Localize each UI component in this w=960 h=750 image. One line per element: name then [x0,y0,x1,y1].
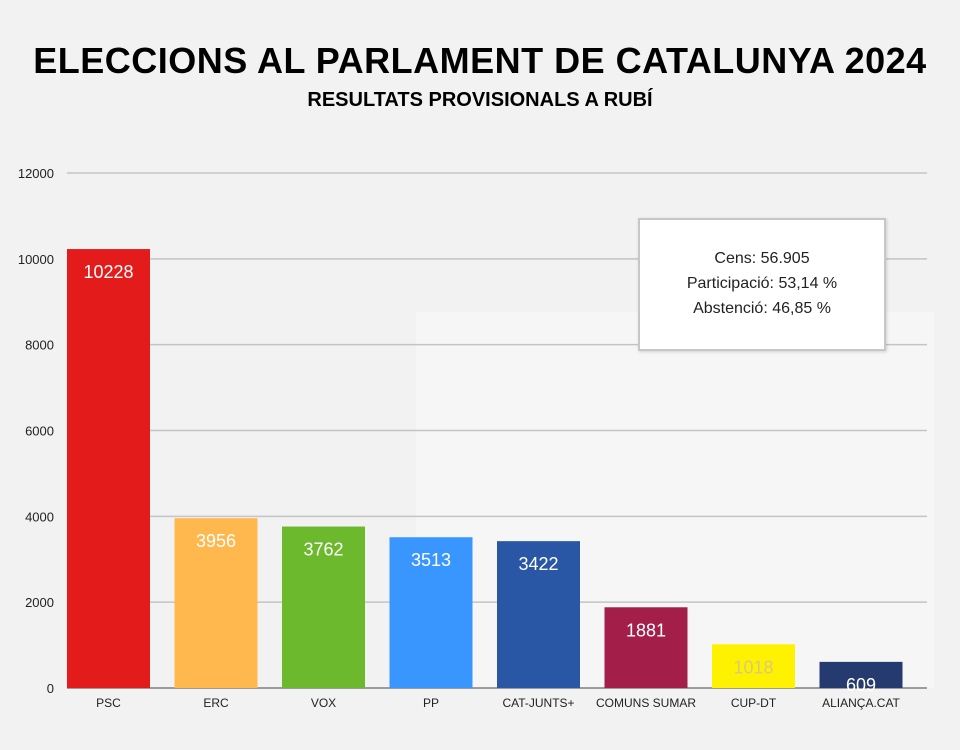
bar [282,526,365,688]
bar [819,661,903,688]
x-tick-label: COMUNS SUMAR [596,696,696,710]
bar-value-label: 1881 [626,620,666,640]
x-axis-ticks: PSC ERC VOX PP CAT-JUNTS+ COMUNS SUMAR CUP-DT A… [96,696,900,710]
participation-text: Participació: 53,14 % [686,275,838,292]
stats-box: Cens: 56.905 Participació: 53,14 % Abste… [638,218,886,351]
y-tick-label: 4000 [25,509,54,524]
bar-value-label: 3422 [518,554,558,574]
x-tick-label: PP [423,696,439,710]
bar [389,537,473,688]
y-tick-label: 10000 [18,252,54,267]
y-tick-label: 12000 [18,166,54,181]
x-tick-label: PSC [96,696,121,710]
y-tick-label: 0 [47,681,54,696]
bar [604,607,688,688]
y-tick-label: 6000 [25,424,54,439]
y-tick-label: 2000 [25,595,54,610]
x-tick-label: VOX [311,696,336,710]
chart-title: ELECCIONS AL PARLAMENT DE CATALUNYA 2024 [33,40,927,81]
x-tick-label: ERC [203,696,229,710]
bar [174,518,258,688]
abstention-text: Abstenció: 46,85 % [693,300,831,317]
x-tick-label: CAT-JUNTS+ [502,696,574,710]
bar [67,249,150,688]
bar-value-label: 10228 [83,262,133,282]
bar-value-label: 609 [846,675,876,695]
bar [712,644,795,688]
bar [497,541,580,688]
y-tick-label: 8000 [25,338,54,353]
x-tick-label: ALIANÇA.CAT [822,696,900,710]
y-axis-ticks: 0 2000 4000 6000 8000 10000 12000 [18,166,54,696]
bar-value-label: 3513 [411,550,451,570]
bars: 10228 3956 3762 3513 3422 1881 1018 609 [67,249,903,695]
bar-value-label: 1018 [733,657,773,677]
chart-subtitle: RESULTATS PROVISIONALS A RUBÍ [307,89,653,111]
census-text: Cens: 56.905 [714,250,810,267]
bar-value-label: 3762 [303,540,343,560]
x-tick-label: CUP-DT [731,696,777,710]
bar-value-label: 3956 [196,531,236,551]
